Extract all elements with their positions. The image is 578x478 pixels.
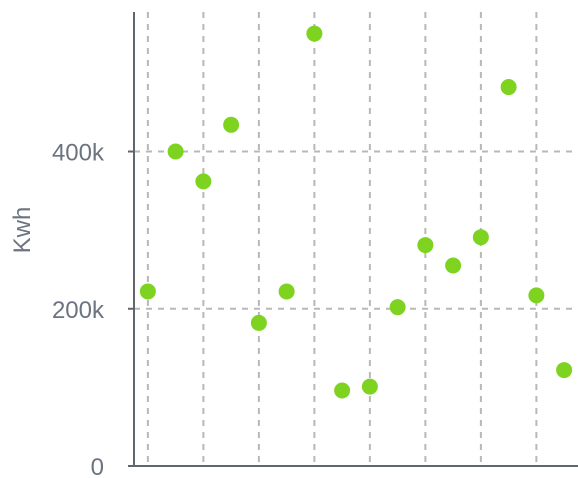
data-point-4	[250, 314, 267, 331]
grid-layer	[134, 12, 578, 466]
tick-label-layer: 0 200k 400k	[52, 140, 105, 478]
data-point-11	[445, 257, 462, 274]
y-axis-title: Kwh	[9, 207, 36, 254]
axis-layer	[128, 12, 578, 467]
data-point-12	[472, 229, 489, 246]
data-point-5	[278, 283, 295, 300]
data-point-13	[500, 79, 517, 96]
data-point-1	[167, 143, 184, 160]
data-point-14	[528, 287, 545, 304]
data-point-6	[306, 25, 323, 42]
data-point-7	[334, 382, 351, 399]
data-point-15	[556, 362, 573, 379]
y-tick-label-2: 400k	[52, 140, 105, 167]
point-layer	[139, 25, 573, 399]
y-tick-label-1: 200k	[52, 297, 105, 324]
data-point-10	[417, 237, 434, 254]
y-tick-label-0: 0	[91, 454, 104, 478]
data-point-3	[223, 116, 240, 133]
data-point-2	[195, 173, 212, 190]
data-point-8	[361, 378, 378, 395]
data-point-0	[139, 283, 156, 300]
data-point-9	[389, 299, 406, 316]
